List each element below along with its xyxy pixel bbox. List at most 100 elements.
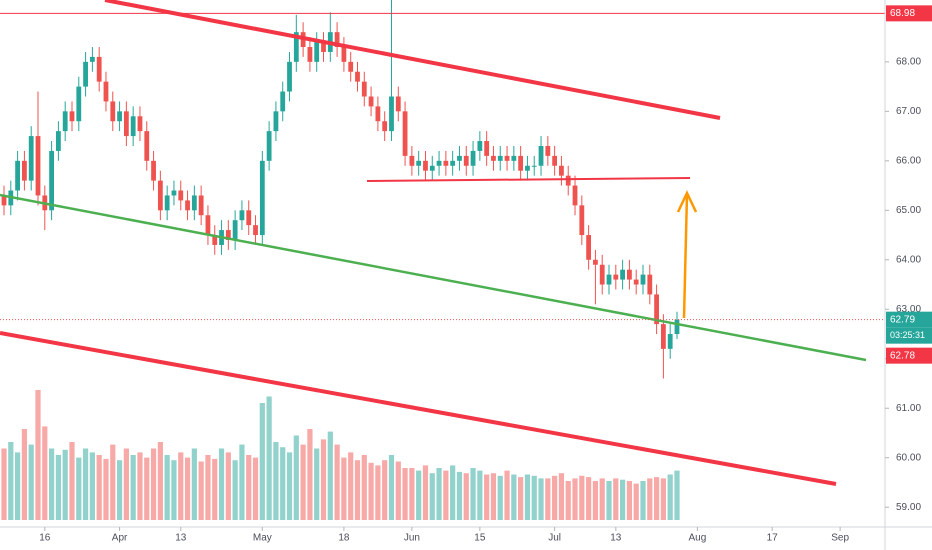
x-tick-label: Jul	[548, 533, 561, 544]
candle-body	[1, 195, 7, 206]
candle-body	[76, 86, 82, 122]
volume-bar	[178, 452, 184, 520]
y-tick-label: 67.00	[896, 106, 921, 117]
volume-bar	[171, 460, 177, 520]
candle-body	[266, 131, 272, 161]
x-tick-label: May	[253, 533, 272, 544]
candle-body	[613, 274, 619, 280]
trend-line[interactable]	[0, 331, 837, 486]
volume-bar	[443, 470, 449, 520]
volume-bar	[524, 474, 531, 520]
candle-body	[232, 220, 238, 240]
x-tick-label: 13	[175, 533, 187, 544]
candle-body	[83, 61, 88, 87]
candle-body	[117, 111, 122, 122]
candle-body	[450, 160, 456, 166]
volume-bar	[409, 468, 415, 520]
x-tick-label: 13	[610, 533, 622, 544]
candle-body	[504, 155, 510, 161]
candle-body	[259, 160, 265, 236]
volume-bar	[599, 478, 605, 520]
y-tick-label: 68.00	[896, 56, 921, 67]
volume-bar	[307, 429, 313, 520]
volume-bar	[538, 478, 544, 520]
candle-body	[239, 210, 245, 221]
volume-bar	[518, 477, 524, 520]
candle-body	[470, 150, 476, 166]
volume-bar	[144, 457, 150, 520]
candle-body	[225, 230, 231, 240]
volume-bar	[150, 448, 157, 520]
volume-bar	[218, 448, 225, 520]
candle-body	[606, 274, 612, 285]
level-line[interactable]	[366, 177, 691, 182]
candle-body	[395, 96, 401, 112]
volume-bar	[558, 473, 565, 520]
volume-bar	[613, 478, 619, 520]
candle-body	[22, 160, 27, 181]
candle-body	[361, 81, 367, 97]
volume-bar	[15, 452, 21, 520]
candle-body	[321, 42, 326, 52]
volume-bar	[252, 457, 259, 520]
x-tick-label: 18	[338, 533, 350, 544]
candle-body	[253, 225, 258, 236]
candle-body	[198, 195, 204, 216]
candle-body	[178, 190, 184, 201]
trend-line[interactable]	[104, 0, 721, 120]
volume-bar	[402, 468, 408, 520]
candle-body	[633, 279, 639, 285]
volume-bar	[531, 475, 537, 520]
x-tick-label: 16	[39, 533, 51, 544]
candle-body	[416, 160, 422, 166]
volume-bar	[470, 468, 476, 520]
candle-body	[287, 61, 292, 92]
volume-bar	[429, 473, 435, 520]
volume-bar	[8, 442, 14, 520]
y-tick-label: 61.00	[896, 403, 921, 414]
candle-body	[348, 61, 354, 72]
volume-bar	[21, 429, 28, 520]
volume-bar	[484, 474, 490, 520]
arrow-head	[676, 190, 698, 213]
volume-bar	[69, 442, 75, 520]
volume-bar	[640, 481, 646, 520]
volume-bar	[334, 444, 340, 520]
candle-body	[103, 81, 109, 102]
candle-body	[586, 235, 592, 260]
bid-tag: 62.78	[890, 350, 915, 361]
candle-body	[674, 319, 680, 335]
candle-body	[531, 165, 537, 167]
candle-body	[164, 195, 170, 211]
volume-bar	[579, 475, 585, 520]
candle-body	[538, 145, 544, 166]
volume-bar	[55, 455, 61, 520]
candle-body	[368, 96, 374, 107]
candle-body	[436, 160, 442, 166]
candle-body	[130, 116, 136, 137]
candle-body	[334, 32, 340, 48]
volume-bar	[395, 461, 401, 520]
arrow[interactable]	[682, 193, 689, 319]
volume-bar	[232, 460, 238, 520]
trend-line[interactable]	[0, 193, 867, 362]
volume-bar	[300, 444, 306, 520]
last-price-tag-bg	[886, 311, 932, 328]
candle-body	[579, 205, 585, 236]
candle-body	[559, 165, 564, 176]
candle-body	[640, 274, 646, 285]
volume-bar	[130, 455, 136, 520]
candle-body	[314, 42, 320, 62]
candle-body	[457, 155, 462, 161]
candle-body	[151, 160, 156, 181]
x-tick-label: Sep	[831, 533, 849, 544]
volume-bar	[552, 475, 558, 520]
candle-body	[429, 165, 435, 171]
x-tick-label: 17	[767, 533, 779, 544]
volume-bar	[225, 452, 231, 520]
candle-body	[402, 111, 408, 156]
candle-body	[477, 141, 483, 151]
volume-bar	[184, 457, 191, 520]
candle-body	[627, 269, 632, 280]
volume-bar	[82, 448, 89, 520]
